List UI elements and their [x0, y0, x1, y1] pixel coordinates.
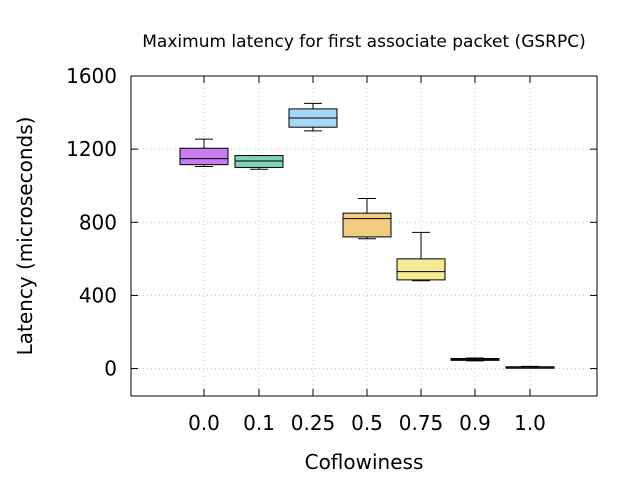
y-tick-label: 800 — [79, 210, 117, 234]
x-tick-label: 1.0 — [514, 411, 546, 435]
y-tick-label: 400 — [79, 283, 117, 307]
plot-frame — [130, 75, 598, 397]
y-tick-label: 0 — [104, 357, 117, 381]
box-0.5 — [342, 212, 392, 238]
x-tick-label: 0.25 — [291, 411, 336, 435]
box-0.75 — [396, 258, 446, 281]
x-tick-label: 0.75 — [399, 411, 444, 435]
boxes — [179, 102, 555, 369]
y-tick-label: 1600 — [66, 64, 117, 88]
x-tick-label: 0.1 — [243, 411, 275, 435]
y-axis-label: Latency (microseconds) — [13, 117, 37, 356]
box-0.0 — [179, 147, 229, 166]
x-tick-label: 0.9 — [459, 411, 491, 435]
y-tick-label: 1200 — [66, 137, 117, 161]
x-tick-label: 0.5 — [351, 411, 383, 435]
x-tick-label: 0.0 — [188, 411, 220, 435]
ticks: 0 400 800 1200 1600 0.0 0.1 0.25 0.5 0.75 0.9 1.0 — [66, 64, 597, 435]
x-axis-label: Coflowiness — [305, 450, 424, 474]
chart-title: Maximum latency for first associate pack… — [142, 32, 585, 52]
